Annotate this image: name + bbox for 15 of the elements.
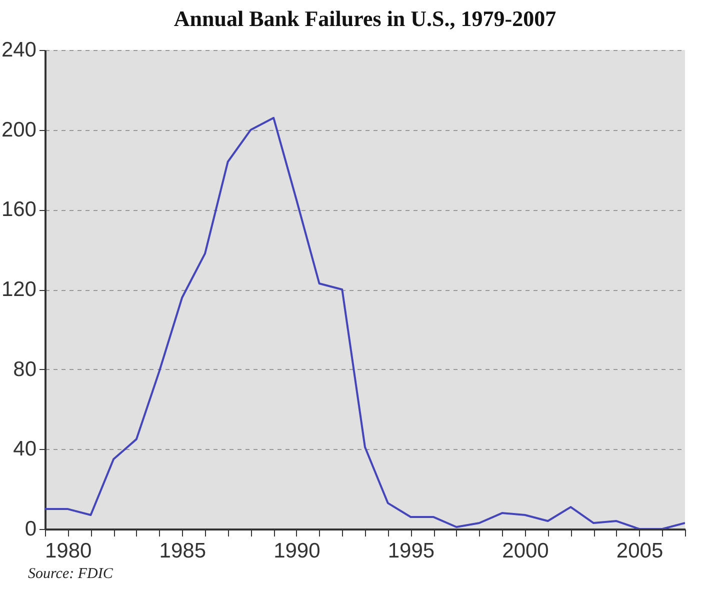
y-tick-label: 160 xyxy=(1,198,36,222)
x-tick-label: 1995 xyxy=(388,540,435,562)
chart-title: Annual Bank Failures in U.S., 1979-2007 xyxy=(174,6,556,31)
y-tick-label: 40 xyxy=(13,438,36,461)
x-tick-label: 2000 xyxy=(502,540,549,562)
y-tick-label: 80 xyxy=(13,358,36,381)
y-tick-label: 240 xyxy=(1,38,36,62)
y-tick-label: 120 xyxy=(1,278,36,301)
x-tick-label: 1990 xyxy=(274,540,320,562)
x-tick-label: 1985 xyxy=(159,540,206,562)
x-tick-label: 2005 xyxy=(616,540,664,562)
x-tick-label: 1980 xyxy=(45,540,92,562)
source-note: Source: FDIC xyxy=(28,566,113,583)
y-tick-label: 200 xyxy=(1,118,36,142)
y-tick-label: 0 xyxy=(24,518,36,540)
